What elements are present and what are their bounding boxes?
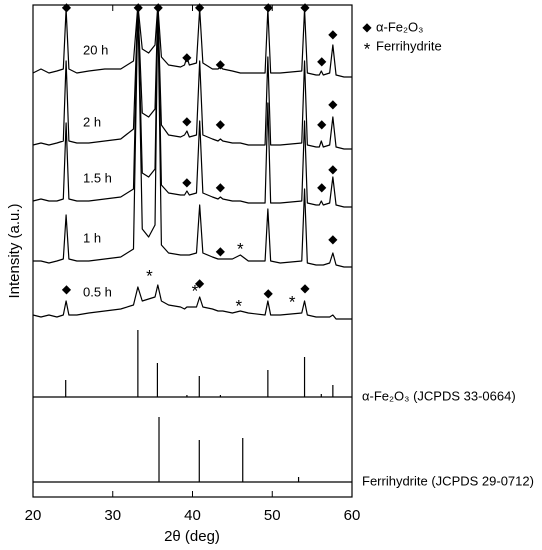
peak-marker: * [146, 266, 153, 285]
peak-marker: ◆ [328, 162, 338, 176]
peak-marker: ◆ [264, 286, 274, 300]
y-axis-title: Intensity (a.u.) [6, 203, 23, 298]
legend-label: Ferrihydrite [376, 38, 442, 53]
xrd-trace [32, 4, 352, 78]
x-tick-label: 30 [104, 507, 121, 524]
trace-label: 1 h [83, 230, 101, 245]
x-tick-label: 20 [25, 507, 42, 524]
peak-marker: ◆ [300, 281, 310, 295]
x-tick-label: 60 [344, 507, 361, 524]
peak-marker: ◆ [317, 54, 327, 68]
peak-marker: ◆ [300, 0, 310, 14]
peak-marker: * [237, 239, 244, 258]
peak-marker: ◆ [62, 282, 72, 296]
x-tick-label: 40 [184, 507, 201, 524]
peak-marker: ◆ [216, 244, 226, 258]
reference-label: α-Fe₂O₃ (JCPDS 33-0664) [362, 388, 516, 403]
trace-label: 0.5 h [83, 284, 112, 299]
peak-marker: ◆ [182, 114, 192, 128]
x-axis-title: 2θ (deg) [164, 528, 220, 545]
trace-label: 20 h [83, 42, 108, 57]
peak-marker: * [235, 296, 242, 315]
peak-marker: ◆ [328, 97, 338, 111]
legend-symbol: ◆ [362, 20, 372, 34]
peak-marker: ◆ [182, 175, 192, 189]
xrd-trace [33, 4, 352, 268]
peak-marker: ◆ [216, 180, 226, 194]
peak-marker: ◆ [216, 117, 226, 131]
peak-marker: ◆ [62, 0, 72, 14]
peak-marker: ◆ [182, 50, 192, 64]
peak-marker: * [289, 292, 296, 311]
xrd-trace [32, 4, 352, 208]
peak-marker: ◆ [264, 0, 274, 14]
xrd-trace [32, 284, 352, 320]
legend-label: α-Fe₂O₃ [376, 19, 423, 34]
peak-marker: ◆ [328, 27, 338, 41]
peak-marker: ◆ [195, 276, 205, 290]
trace-label: 2 h [83, 114, 101, 129]
peak-marker: ◆ [317, 117, 327, 131]
trace-label: 1.5 h [83, 170, 112, 185]
x-tick-label: 50 [264, 507, 281, 524]
reference-label: Ferrihydrite (JCPDS 29-0712) [362, 473, 534, 488]
peak-marker: ◆ [317, 180, 327, 194]
peak-marker: ◆ [154, 0, 164, 14]
peak-marker: * [192, 281, 199, 300]
peak-marker: ◆ [328, 232, 338, 246]
peak-marker: ◆ [195, 0, 205, 14]
xrd-trace [32, 4, 352, 150]
peak-marker: ◆ [216, 57, 226, 71]
legend-symbol: * [364, 39, 371, 58]
peak-marker: ◆ [134, 0, 144, 14]
